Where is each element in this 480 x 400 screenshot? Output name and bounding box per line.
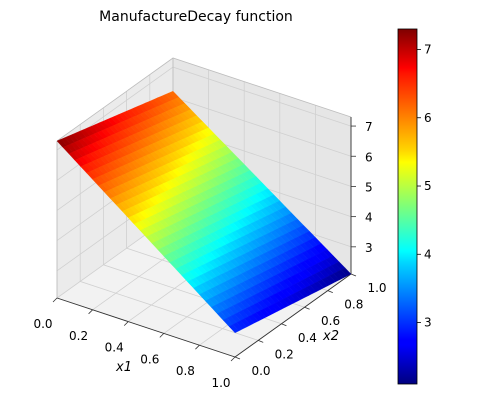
x2-axis-line — [234, 273, 352, 358]
colorbar-tick-label: 3 — [424, 316, 432, 330]
x1-tick — [123, 321, 129, 326]
x2-tick-label: 0.0 — [251, 364, 270, 378]
x1-tick — [88, 309, 93, 315]
x2-tick — [327, 290, 333, 293]
colorbar-gradient — [397, 28, 418, 385]
grid-line-x2 — [79, 124, 259, 341]
colorbar-tick-label: 4 — [424, 247, 432, 261]
z-tick-label: 4 — [365, 211, 373, 225]
y-axis-label: x2 — [322, 329, 339, 344]
z-tick-label: 6 — [365, 150, 373, 164]
x1-tick — [195, 344, 200, 350]
z-tick-label: 7 — [365, 120, 373, 134]
tick-marks: 0.0 0.2 0.4 0.6 0.8 1.0 0.0 0.2 0.4 0.6 0.8 1.0 3 4 5 6… — [33, 120, 386, 390]
x1-tick-label: 0.0 — [33, 317, 52, 331]
surface-cell — [228, 324, 240, 334]
surface-mesh — [56, 90, 352, 334]
x2-tick-label: 1.0 — [367, 281, 386, 295]
z-tick-label: 5 — [365, 180, 373, 194]
x1-tick — [230, 356, 236, 362]
x2-tick-label: 0.6 — [321, 314, 340, 328]
x2-tick — [234, 356, 241, 360]
x2-tick — [304, 306, 310, 310]
x2-tick-label: 0.4 — [298, 331, 317, 345]
x2-tick — [258, 340, 264, 343]
x1-axis-line — [56, 297, 236, 358]
x2-tick-label: 0.2 — [275, 347, 294, 361]
x-axis-label: x1 — [115, 360, 132, 375]
x1-tick-label: 0.2 — [69, 329, 88, 343]
colorbar: 3 4 5 6 7 — [397, 28, 432, 385]
colorbar-ticks: 3 4 5 6 7 — [417, 42, 432, 330]
z-tick-label: 3 — [365, 241, 373, 255]
x2-tick — [350, 273, 357, 277]
colorbar-tick-label: 6 — [424, 111, 432, 125]
x1-tick — [52, 297, 58, 303]
colorbar-tick-label: 7 — [424, 42, 432, 56]
x2-tick-label: 0.8 — [344, 298, 363, 312]
x1-tick-label: 0.4 — [105, 341, 124, 355]
chart-title: ManufactureDecay function — [99, 9, 293, 25]
x1-tick-label: 0.8 — [176, 364, 195, 378]
x1-tick-label: 1.0 — [211, 376, 230, 390]
x1-tick-label: 0.6 — [140, 352, 159, 366]
x2-tick — [281, 323, 287, 327]
colorbar-tick-label: 5 — [424, 179, 432, 193]
x1-tick — [159, 333, 165, 338]
